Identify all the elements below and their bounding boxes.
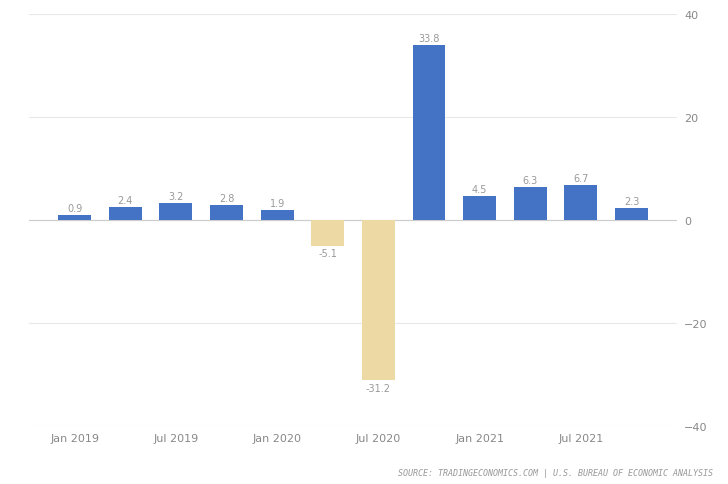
Text: -31.2: -31.2 — [366, 383, 391, 393]
Text: SOURCE: TRADINGECONOMICS.COM | U.S. BUREAU OF ECONOMIC ANALYSIS: SOURCE: TRADINGECONOMICS.COM | U.S. BURE… — [398, 468, 713, 477]
Text: 4.5: 4.5 — [472, 185, 487, 195]
Text: 3.2: 3.2 — [168, 192, 183, 202]
Bar — [463, 197, 496, 220]
Bar — [210, 206, 243, 220]
Text: 0.9: 0.9 — [67, 204, 82, 213]
Text: 6.7: 6.7 — [573, 174, 588, 184]
Text: 6.3: 6.3 — [523, 176, 538, 186]
Text: 2.3: 2.3 — [624, 197, 639, 206]
Bar — [413, 46, 446, 220]
Bar — [615, 209, 648, 220]
Text: 1.9: 1.9 — [269, 198, 285, 209]
Bar — [362, 220, 395, 381]
Text: 33.8: 33.8 — [419, 34, 440, 45]
Bar — [312, 220, 344, 246]
Text: 2.8: 2.8 — [219, 194, 234, 204]
Bar — [514, 188, 547, 220]
Bar — [58, 215, 91, 220]
Bar — [109, 208, 142, 220]
Text: 2.4: 2.4 — [118, 196, 133, 206]
Bar — [261, 211, 293, 220]
Bar — [159, 204, 192, 220]
Text: -5.1: -5.1 — [318, 248, 337, 258]
Bar — [564, 186, 597, 220]
